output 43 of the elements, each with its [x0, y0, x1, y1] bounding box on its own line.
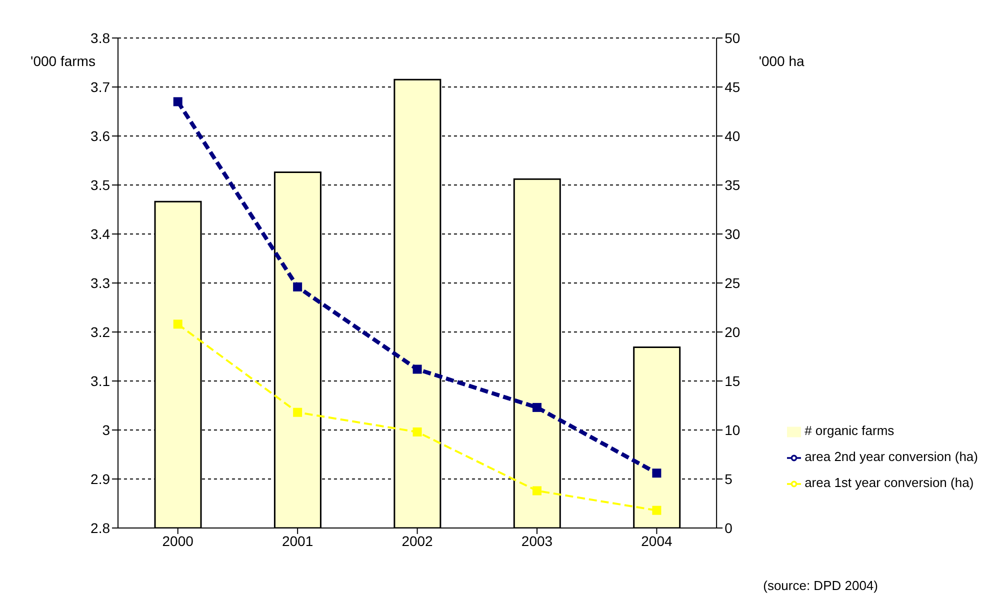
y2-tick-label: 40: [724, 128, 740, 144]
y2-axis-title: '000 ha: [758, 53, 805, 69]
y-tick-label: 3.5: [90, 176, 110, 193]
point: [173, 320, 182, 329]
y2-tick-label: 50: [724, 30, 740, 46]
x-tick-label: 2000: [162, 532, 194, 549]
point: [652, 506, 662, 515]
y-tick-label: 3.8: [90, 30, 110, 46]
y-tick-label: 2.8: [90, 520, 110, 536]
point: [532, 402, 542, 412]
y2-tick-label: 15: [724, 372, 740, 389]
point: [293, 282, 302, 292]
y-tick-label: 3.1: [90, 372, 110, 389]
point: [412, 427, 422, 436]
legend-label: area 1st year conversion (ha): [804, 475, 974, 490]
x-tick-label: 2002: [402, 532, 434, 549]
y-tick-label: 2.9: [90, 470, 110, 487]
y-tick-label: 3.4: [90, 226, 110, 242]
y-tick-label: 3.3: [90, 274, 110, 291]
y2-tick-label: 45: [724, 78, 740, 95]
point: [532, 486, 542, 496]
legend-label: # organic farms: [804, 423, 894, 438]
y2-tick-label: 25: [724, 274, 740, 291]
y2-tick-label: 5: [724, 470, 733, 487]
y-tick-label: 3: [102, 422, 110, 438]
point: [652, 468, 662, 478]
y2-tick-label: 30: [724, 226, 740, 242]
y-tick-label: 3.6: [90, 128, 110, 144]
y-tick-label: 3.2: [90, 324, 110, 340]
y2-tick-label: 20: [724, 324, 740, 340]
point: [173, 97, 182, 106]
x-tick-label: 2001: [282, 532, 314, 549]
x-tick-label: 2003: [521, 532, 553, 549]
y2-tick-label: 0: [724, 520, 733, 536]
y-tick-label: 3.7: [90, 78, 110, 95]
point: [293, 408, 302, 417]
x-tick-label: 2004: [641, 532, 672, 549]
legend-label: area 2nd year conversion (ha): [804, 449, 978, 464]
y2-tick-label: 10: [724, 422, 740, 438]
text: (source: DPD 2004): [763, 578, 878, 593]
point: [412, 364, 422, 374]
y2-tick-label: 35: [724, 176, 740, 193]
y-axis-title: '000 farms: [30, 53, 96, 69]
